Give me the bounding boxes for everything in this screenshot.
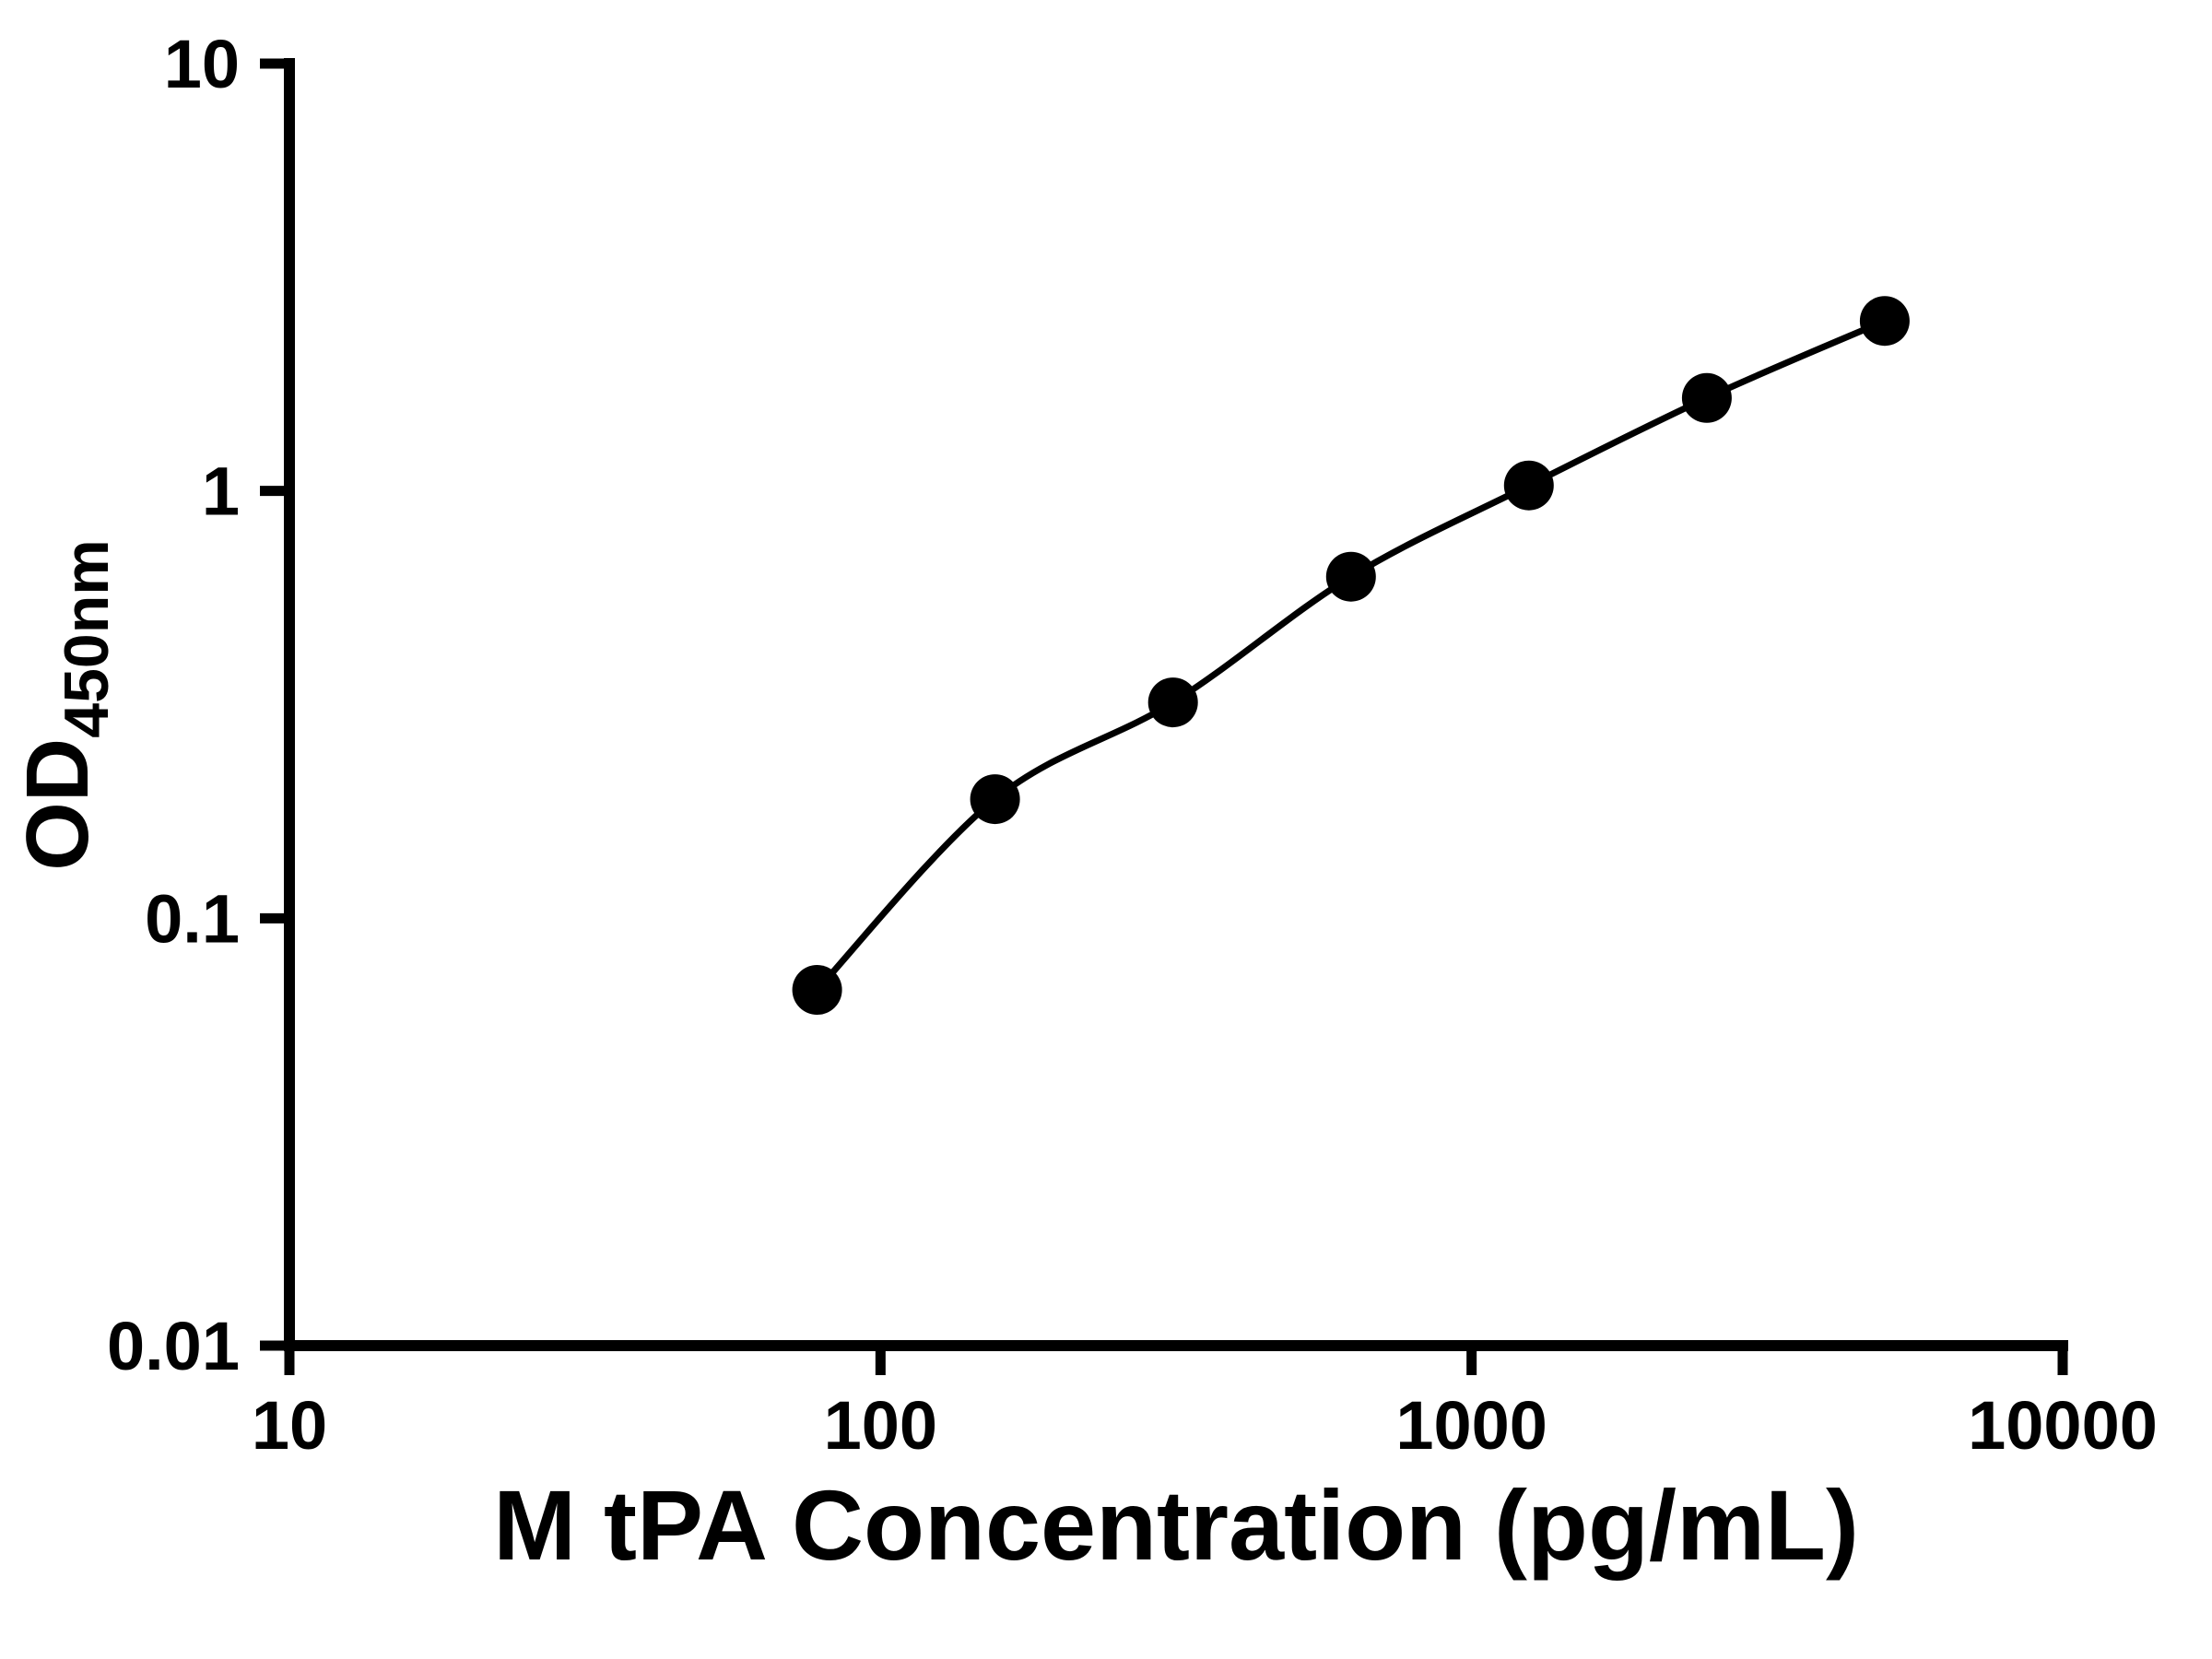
x-tick-label: 1000 [1395, 1387, 1547, 1464]
x-tick-label: 10 [252, 1387, 327, 1464]
data-point-marker [1503, 460, 1554, 511]
data-point-marker [1325, 551, 1376, 602]
y-axis-title-sub: 450nm [52, 539, 122, 737]
y-tick-label: 0.1 [145, 880, 240, 957]
data-point-marker [1681, 372, 1732, 423]
x-tick-label: 100 [824, 1387, 937, 1464]
x-axis-title: M tPA Concentration (pg/mL) [493, 1469, 1859, 1581]
data-point-marker [792, 965, 842, 1015]
standard-curve-line [815, 317, 1887, 993]
plot-area: 10 100 1000 10000 0.01 0.1 1 10 [107, 26, 2158, 1464]
y-tick-label: 0.01 [107, 1308, 240, 1384]
data-point-marker [1859, 296, 1910, 347]
y-axis-title: OD450nm [8, 539, 122, 870]
x-tick-label: 10000 [1968, 1387, 2158, 1464]
y-tick-label: 1 [202, 453, 240, 530]
data-point-marker [1147, 677, 1198, 728]
data-point-marker [970, 774, 1020, 825]
y-tick-label: 10 [164, 26, 240, 102]
y-axis-title-main: OD [8, 738, 107, 871]
